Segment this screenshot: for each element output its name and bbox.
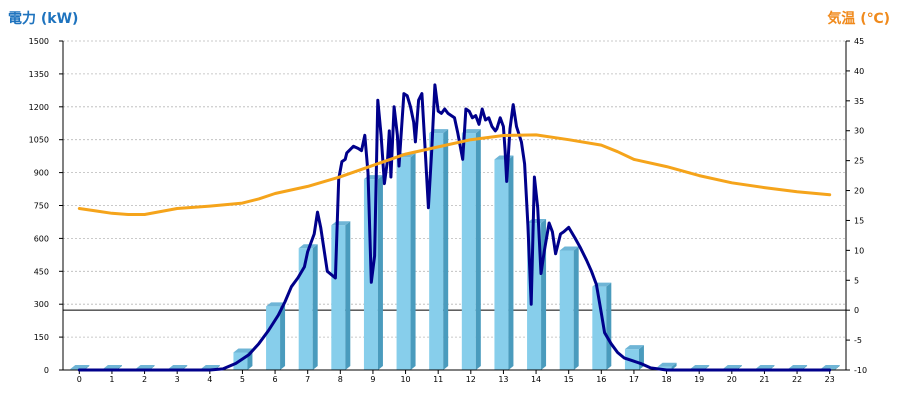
right-axis-tick-label: 30 [854, 127, 864, 136]
left-axis-tick-label: 450 [34, 267, 49, 276]
left-axis-tick-label: 1050 [29, 136, 49, 145]
right-axis-tick-label: 5 [854, 276, 859, 285]
power-bar-side [475, 129, 481, 370]
power-bar-side [345, 221, 351, 370]
power-bar-top [70, 365, 90, 369]
power-bar [559, 250, 574, 370]
right-axis-tick-label: 20 [854, 187, 864, 196]
power-bar-top [624, 345, 644, 350]
x-axis-tick-label: 17 [629, 375, 639, 384]
power-bar-top [135, 365, 155, 369]
left-axis-tick-label: 0 [44, 366, 49, 375]
power-bar [461, 133, 476, 370]
power-bar [429, 133, 444, 370]
power-bar [266, 306, 281, 370]
x-axis-tick-label: 12 [466, 375, 476, 384]
right-axis-tick-label: 40 [854, 67, 864, 76]
x-axis-tick-label: 23 [825, 375, 835, 384]
right-axis-tick-label: -5 [854, 336, 862, 345]
power-bar-side [671, 362, 677, 370]
power-bar-top [102, 365, 122, 369]
x-axis-tick-label: 18 [661, 375, 671, 384]
power-bar-top [266, 302, 286, 307]
power-bar-side [606, 282, 612, 370]
power-bar-top [461, 129, 481, 134]
power-bar-top [690, 365, 710, 369]
right-axis-tick-label: 0 [854, 306, 859, 315]
x-axis-tick-label: 11 [433, 375, 443, 384]
power-bar-side [834, 365, 840, 370]
x-axis-tick-label: 20 [727, 375, 737, 384]
right-axis-tick-label: 10 [854, 246, 864, 255]
left-axis-title: 電力 (kW) [8, 11, 79, 27]
x-axis-tick-label: 21 [759, 375, 769, 384]
power-bar [331, 225, 346, 370]
power-line [77, 83, 832, 372]
left-axis-tick-label: 600 [34, 234, 49, 243]
x-axis-tick-label: 13 [498, 375, 508, 384]
x-axis-tick-label: 0 [77, 375, 82, 384]
power-bar-top [233, 348, 253, 353]
right-axis-title: 気温 (℃) [827, 11, 890, 27]
x-axis-tick-label: 19 [694, 375, 704, 384]
power-bar-top [788, 365, 808, 369]
x-axis-tick-label: 1 [109, 375, 114, 384]
right-axis-tick-label: 35 [854, 97, 864, 106]
left-axis-tick-label: 1500 [29, 37, 49, 46]
left-axis-tick-label: 750 [34, 202, 49, 211]
power-bar-top [200, 365, 220, 369]
x-axis-tick-label: 5 [240, 375, 245, 384]
right-axis-tick-label: 25 [854, 157, 864, 166]
x-axis-tick-label: 6 [273, 375, 278, 384]
power-bar-top [559, 246, 579, 251]
left-axis-tick-label: 150 [34, 333, 49, 342]
x-axis-tick-label: 7 [305, 375, 310, 384]
power-bar [396, 157, 411, 370]
x-axis-tick-label: 4 [207, 375, 212, 384]
x-axis-tick-label: 3 [175, 375, 180, 384]
x-axis-tick-label: 14 [531, 375, 541, 384]
left-axis-tick-label: 1350 [29, 70, 49, 79]
power-bar-side [410, 153, 416, 370]
left-axis-tick-label: 900 [34, 169, 49, 178]
x-axis-tick-label: 22 [792, 375, 802, 384]
power-bar-side [508, 155, 514, 370]
power-bar-top [168, 365, 188, 369]
power-bar-side [638, 345, 644, 370]
power-bar-top [722, 365, 742, 369]
x-axis-tick-label: 10 [400, 375, 410, 384]
x-axis-tick-label: 2 [142, 375, 147, 384]
right-axis-tick-label: 45 [854, 37, 864, 46]
x-axis-tick-label: 16 [596, 375, 606, 384]
power-bar-side [377, 175, 383, 370]
power-bar-top [755, 365, 775, 369]
right-axis-tick-label: -10 [854, 366, 867, 375]
power-bar-side [312, 244, 318, 370]
power-bar [592, 286, 607, 370]
power-bar [494, 159, 509, 370]
x-axis-tick-label: 15 [564, 375, 574, 384]
power-bar-side [280, 302, 286, 370]
power-bar-side [573, 246, 579, 370]
power-bar-top [657, 362, 677, 367]
x-axis-tick-label: 9 [370, 375, 375, 384]
power-bar [298, 248, 313, 370]
left-axis-tick-label: 1200 [29, 103, 49, 112]
left-axis-tick-label: 300 [34, 300, 49, 309]
x-axis-tick-label: 8 [338, 375, 343, 384]
right-axis-tick-label: 15 [854, 216, 864, 225]
power-bar-side [443, 129, 449, 370]
power-bar-top [820, 365, 840, 369]
temperature-line [77, 133, 832, 216]
